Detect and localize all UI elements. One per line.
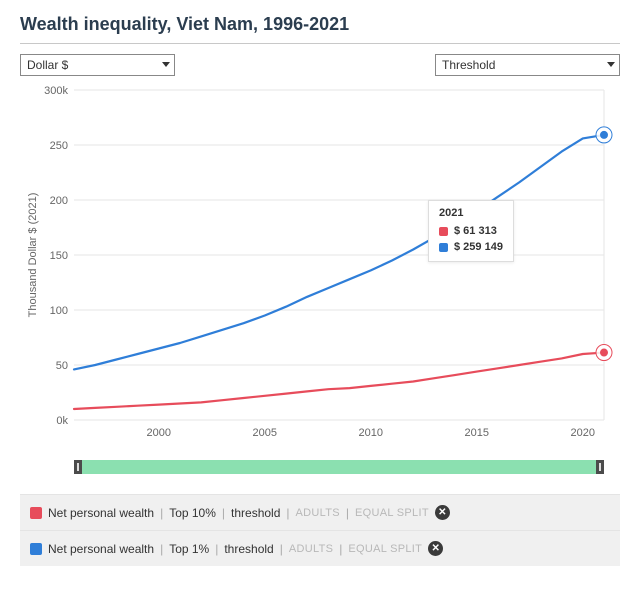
legend-dim: EQUAL SPLIT [355, 507, 429, 519]
separator: | [160, 542, 163, 556]
tooltip-row: $ 61 313 [439, 223, 503, 239]
tooltip-row: $ 259 149 [439, 239, 503, 255]
swatch-icon [439, 227, 448, 236]
chart-svg: 0k 50 100 150 200 250 300k 2000 2005 2010 2015 2020… [20, 80, 620, 460]
legend-tail: threshold [224, 542, 273, 556]
separator: | [339, 542, 342, 556]
legend-mid: Top 10% [169, 506, 216, 520]
remove-series-icon[interactable]: ✕ [428, 541, 443, 556]
svg-text:2000: 2000 [147, 427, 171, 439]
svg-text:100: 100 [50, 305, 68, 317]
swatch-icon [30, 543, 42, 555]
svg-text:50: 50 [56, 360, 68, 372]
page-title: Wealth inequality, Viet Nam, 1996-2021 [20, 8, 620, 44]
svg-text:2015: 2015 [465, 427, 489, 439]
svg-text:Thousand Dollar $ (2021): Thousand Dollar $ (2021) [27, 193, 39, 318]
range-handle-left[interactable] [74, 460, 82, 474]
controls-row: Dollar $ Threshold [20, 54, 620, 76]
svg-text:250: 250 [50, 140, 68, 152]
legend-dim: ADULTS [289, 543, 333, 555]
separator: | [346, 506, 349, 520]
svg-text:2005: 2005 [253, 427, 277, 439]
svg-text:2020: 2020 [571, 427, 595, 439]
legend-primary: Net personal wealth [48, 542, 154, 556]
currency-select-label: Dollar $ [27, 58, 68, 72]
legend-row: Net personal wealth | Top 1% | threshold | ADU… [20, 530, 620, 566]
svg-text:0k: 0k [56, 415, 68, 427]
svg-text:2010: 2010 [359, 427, 383, 439]
range-handle-right[interactable] [596, 460, 604, 474]
legend-row: Net personal wealth | Top 10% | threshold | AD… [20, 494, 620, 530]
metric-select-label: Threshold [442, 58, 495, 72]
svg-text:300k: 300k [44, 85, 68, 97]
chevron-down-icon [607, 62, 615, 67]
metric-select[interactable]: Threshold [435, 54, 620, 76]
legend: Net personal wealth | Top 10% | threshold | AD… [20, 494, 620, 566]
tooltip: 2021 $ 61 313$ 259 149 [428, 200, 514, 262]
separator: | [286, 506, 289, 520]
legend-dim: EQUAL SPLIT [348, 543, 422, 555]
separator: | [222, 506, 225, 520]
separator: | [215, 542, 218, 556]
tooltip-title: 2021 [439, 207, 503, 219]
svg-text:150: 150 [50, 250, 68, 262]
range-slider[interactable] [74, 460, 604, 474]
legend-mid: Top 1% [169, 542, 209, 556]
legend-dim: ADULTS [296, 507, 340, 519]
tooltip-value: $ 61 313 [454, 223, 497, 239]
svg-text:200: 200 [50, 195, 68, 207]
legend-tail: threshold [231, 506, 280, 520]
chevron-down-icon [162, 62, 170, 67]
remove-series-icon[interactable]: ✕ [435, 505, 450, 520]
swatch-icon [30, 507, 42, 519]
separator: | [160, 506, 163, 520]
chart: 0k 50 100 150 200 250 300k 2000 2005 2010 2015 2020… [20, 80, 620, 460]
tooltip-value: $ 259 149 [454, 239, 503, 255]
legend-primary: Net personal wealth [48, 506, 154, 520]
separator: | [280, 542, 283, 556]
currency-select[interactable]: Dollar $ [20, 54, 175, 76]
swatch-icon [439, 243, 448, 252]
